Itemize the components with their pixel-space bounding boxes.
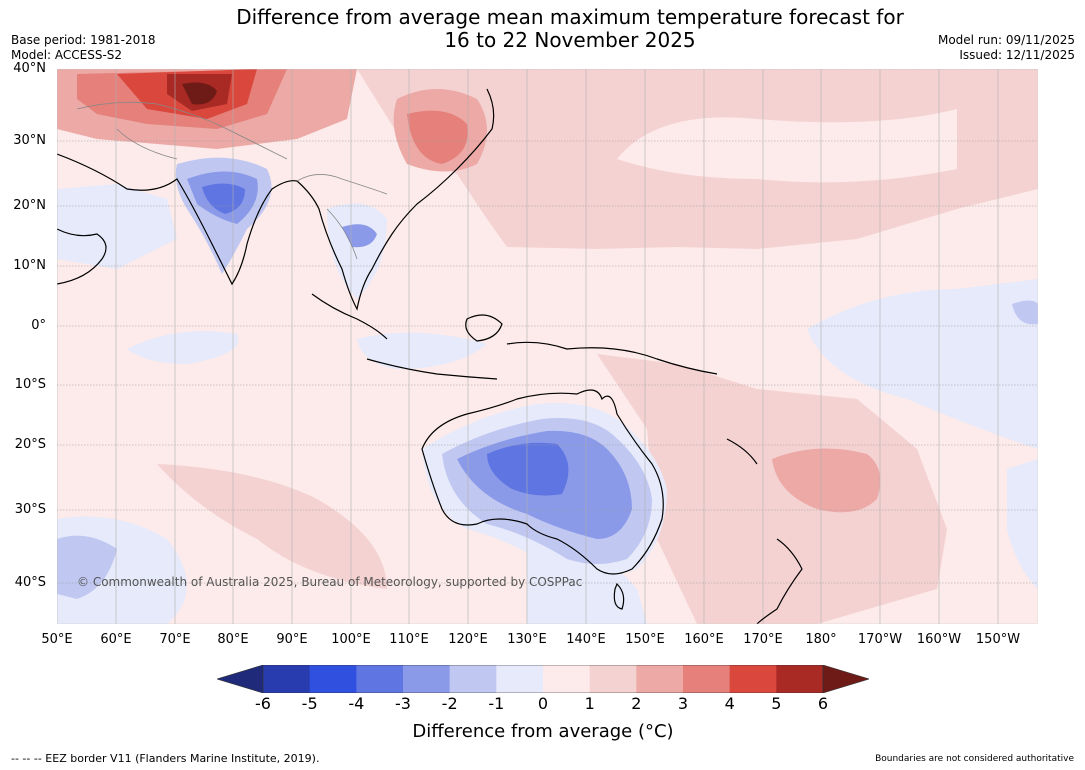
anomaly-region-south-pacific (597, 354, 947, 624)
lon-label-130e: 130°E (507, 632, 547, 647)
colorbar-tick-label: 3 (677, 694, 689, 713)
colorbar-segment-3 (356, 665, 404, 693)
lon-label-160w: 160°W (916, 632, 962, 647)
colorbar-tick-label: 5 (771, 694, 782, 713)
colorbar-segment-12 (776, 665, 824, 693)
colorbar (217, 665, 869, 693)
colorbar-tick-label: -4 (348, 694, 365, 713)
lon-label-70e: 70°E (159, 632, 191, 647)
lon-label-180: 180° (805, 632, 837, 647)
lon-label-150e: 150°E (625, 632, 665, 647)
temperature-anomaly-map: © Commonwealth of Australia 2025, Bureau… (57, 69, 1038, 624)
lon-label-140e: 140°E (566, 632, 606, 647)
colorbar-segment-10 (683, 665, 731, 693)
colorbar-segment-5 (449, 665, 497, 693)
colorbar-tick-label: -5 (301, 694, 318, 713)
lon-label-100e: 100°E (331, 632, 371, 647)
colorbar-segment-9 (636, 665, 684, 693)
anomaly-region-india-colder (202, 183, 245, 214)
colorbar-tick-label: -1 (488, 694, 505, 713)
anomaly-region-indonesia-cool (357, 332, 487, 369)
anomaly-region-australia-coldest (487, 442, 569, 496)
lat-label-40s: 40°S (14, 575, 46, 590)
anomaly-region-arabian-sea-cool (57, 184, 177, 269)
anomaly-region-himalaya-peak (182, 82, 217, 105)
base-period: Base period: 1981-2018 (11, 33, 156, 47)
eez-border-note: -- -- -- EEZ border V11 (Flanders Marine… (11, 752, 320, 765)
colorbar-segment-1 (263, 665, 311, 693)
lat-label-10n: 10°N (13, 258, 46, 273)
lat-label-30n: 30°N (13, 133, 46, 148)
copyright-notice: © Commonwealth of Australia 2025, Bureau… (77, 575, 582, 589)
anomaly-region-equatorial-indian-cool (127, 331, 239, 364)
colorbar-tick-label: 0 (537, 694, 549, 713)
colorbar-segment-6 (496, 665, 544, 693)
lat-label-10s: 10°S (14, 377, 46, 392)
model-run-date: Model run: 09/11/2025 (937, 33, 1075, 47)
lon-label-80e: 80°E (217, 632, 249, 647)
colorbar-segment-2 (309, 665, 357, 693)
longitude-gridlines (57, 69, 999, 624)
colorbar-segment-below-min (217, 665, 264, 693)
lon-label-150w: 150°W (975, 632, 1021, 647)
anomaly-region-north-pacific-lighter (617, 109, 957, 183)
anomaly-region-south-pacific-2-3 (772, 448, 881, 513)
lon-label-110e: 110°E (389, 632, 429, 647)
country-borders (76, 101, 388, 260)
colorbar-label: Difference from average (°C) (412, 721, 674, 742)
lon-label-160e: 160°E (684, 632, 724, 647)
colorbar-segment-4 (403, 665, 451, 693)
colorbar-tick-label: 4 (724, 694, 735, 713)
anomaly-region-se-pacific-cool (1007, 459, 1038, 589)
map-title-line-2: 16 to 22 November 2025 (444, 28, 696, 52)
lon-label-170e: 170°E (743, 632, 783, 647)
anomaly-region-far-east-pacific-cold (1012, 300, 1038, 325)
lon-label-90e: 90°E (276, 632, 308, 647)
colorbar-tick-label: 2 (631, 694, 642, 713)
colorbar-segment-8 (589, 665, 637, 693)
colorbar-segment-11 (729, 665, 777, 693)
lat-label-40n: 40°N (13, 61, 46, 76)
lon-label-120e: 120°E (448, 632, 488, 647)
lat-label-0: 0° (31, 318, 46, 333)
anomaly-region-east-china-hot (407, 110, 468, 164)
anomaly-region-southern-ocean-warm (157, 464, 387, 589)
coastlines (57, 88, 803, 624)
lon-label-60e: 60°E (100, 632, 132, 647)
colorbar-tick-label: 6 (817, 694, 829, 713)
lat-label-20n: 20°N (13, 198, 46, 213)
colorbar-tick-label: -6 (255, 694, 271, 713)
anomaly-region-east-pacific-cool (807, 279, 1038, 449)
map-title-line-1: Difference from average mean maximum tem… (236, 5, 904, 29)
colorbar-tick-label: -3 (395, 694, 411, 713)
colorbar-segment-above-max (822, 665, 869, 693)
boundaries-disclaimer: Boundaries are not considered authoritat… (875, 754, 1074, 764)
colorbar-tick-label: -2 (441, 694, 458, 713)
lat-label-20s: 20°S (14, 437, 46, 452)
colorbar-frame (262, 665, 824, 693)
model-name: Model: ACCESS-S2 (11, 48, 123, 62)
lon-label-170w: 170°W (857, 632, 903, 647)
colorbar-segment-7 (543, 665, 591, 693)
issued-date: Issued: 12/11/2025 (959, 48, 1075, 62)
lat-label-30s: 30°S (14, 502, 46, 517)
colorbar-tick-label: 1 (584, 694, 595, 713)
lon-label-50e: 50°E (41, 632, 73, 647)
